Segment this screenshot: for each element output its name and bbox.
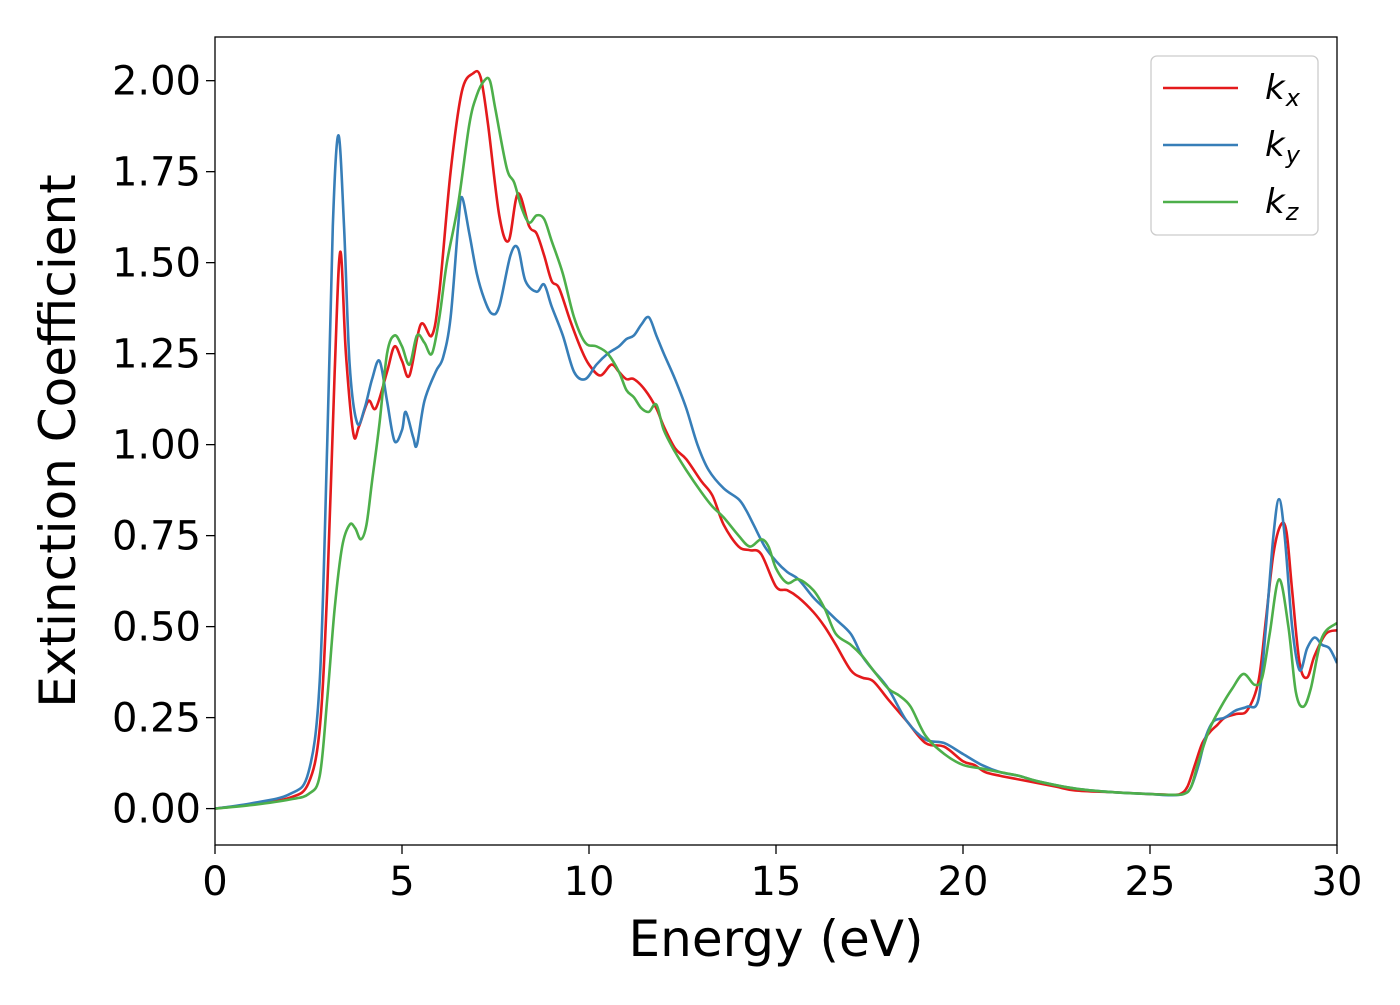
x-tick-label: 15 [751, 859, 802, 905]
series-layer [215, 69, 1337, 810]
series-line-z [215, 76, 1337, 810]
x-axis: 0 5 10 15 20 25 30 [202, 845, 1362, 905]
y-tick-label: 0.75 [112, 514, 201, 560]
x-tick-label: 5 [389, 859, 414, 905]
y-tick-label: 0.00 [112, 787, 201, 833]
series-line-y [215, 133, 1337, 810]
x-tick-label: 0 [202, 859, 227, 905]
y-tick-label: 1.50 [112, 241, 201, 287]
y-tick-label: 1.75 [112, 150, 201, 196]
x-tick-label: 25 [1125, 859, 1176, 905]
y-tick-label: 0.50 [112, 605, 201, 651]
x-tick-label: 20 [938, 859, 989, 905]
y-tick-label: 1.00 [112, 423, 201, 469]
y-tick-label: 2.00 [112, 59, 201, 105]
x-axis-label: Energy (eV) [629, 910, 924, 968]
y-tick-label: 0.25 [112, 696, 201, 742]
y-tick-label: 1.25 [112, 332, 201, 378]
x-tick-label: 10 [564, 859, 615, 905]
x-tick-label: 30 [1312, 859, 1363, 905]
y-axis: 0.00 0.25 0.50 0.75 1.00 1.25 1.50 1.75 2.00 [112, 59, 215, 833]
y-axis-label: Extinction Coefficient [29, 174, 87, 708]
series-line-x [215, 69, 1337, 810]
